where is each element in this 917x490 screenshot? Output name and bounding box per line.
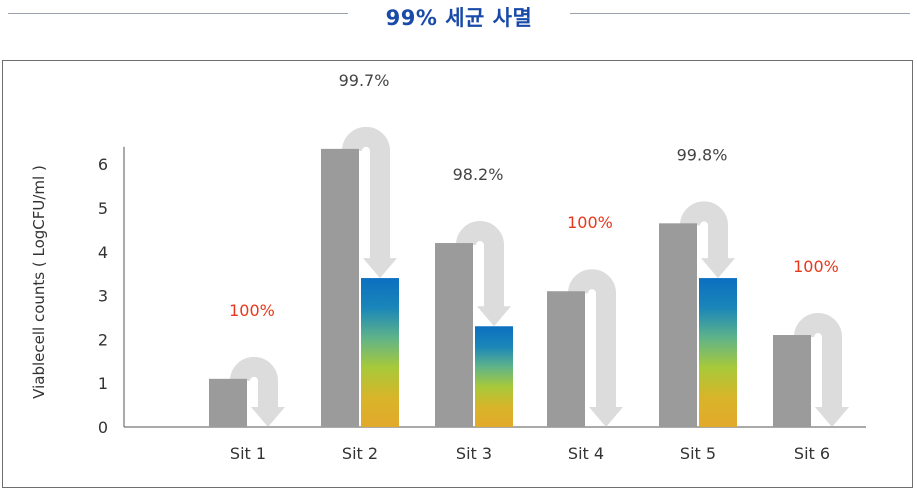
bar-before xyxy=(209,378,247,427)
title-divider-right xyxy=(570,13,910,14)
chart-frame xyxy=(2,60,913,488)
reduction-arrow xyxy=(342,126,397,279)
bar-before xyxy=(321,148,359,427)
x-tick-label: Sit 6 xyxy=(794,444,830,463)
y-tick-label: 4 xyxy=(98,243,108,262)
reduction-arrow xyxy=(230,356,285,427)
bar-after xyxy=(361,278,399,427)
y-tick-label: 5 xyxy=(98,199,108,218)
bar-after xyxy=(475,326,513,427)
title-row: 99% 세균 사멸 xyxy=(0,0,917,36)
arrow-stem xyxy=(680,201,728,261)
arrow-stem xyxy=(230,356,278,409)
y-tick-label: 3 xyxy=(98,287,108,306)
arrow-stem xyxy=(568,269,616,409)
x-tick-label: Sit 5 xyxy=(680,444,716,463)
reduction-arrow xyxy=(794,313,849,427)
page-title: 99% 세균 사멸 xyxy=(385,6,533,30)
arrow-head xyxy=(701,258,735,279)
y-tick-label: 1 xyxy=(98,374,108,393)
y-tick-label: 2 xyxy=(98,330,108,349)
reduction-label: 99.7% xyxy=(339,71,390,90)
x-tick-label: Sit 4 xyxy=(568,444,604,463)
bar-before xyxy=(659,223,697,427)
bar-before xyxy=(773,335,811,427)
bar-before xyxy=(435,243,473,427)
y-tick-label: 6 xyxy=(98,155,108,174)
arrow-stem xyxy=(342,126,390,261)
x-tick-label: Sit 1 xyxy=(230,444,266,463)
reduction-label: 100% xyxy=(793,257,839,276)
x-tick-label: Sit 3 xyxy=(456,444,492,463)
reduction-label: 100% xyxy=(567,213,613,232)
arrow-head xyxy=(589,407,623,427)
arrow-stem xyxy=(456,221,504,309)
title-divider-left xyxy=(8,13,348,14)
arrow-head xyxy=(477,306,511,327)
reduction-arrow xyxy=(456,221,511,327)
reduction-arrow xyxy=(568,269,623,427)
reduction-label: 98.2% xyxy=(453,165,504,184)
reduction-arrow xyxy=(680,201,735,279)
reduction-label: 100% xyxy=(229,301,275,320)
arrow-head xyxy=(363,258,397,279)
y-axis-label: Viablecell counts ( LogCFU/ml ) xyxy=(30,165,48,399)
x-tick-label: Sit 2 xyxy=(342,444,378,463)
bar-before xyxy=(547,291,585,427)
bar-after xyxy=(699,278,737,427)
arrow-head xyxy=(251,407,285,427)
arrow-head xyxy=(815,407,849,427)
y-tick-label: 0 xyxy=(98,418,108,437)
arrow-stem xyxy=(794,313,842,409)
reduction-label: 99.8% xyxy=(677,145,728,164)
